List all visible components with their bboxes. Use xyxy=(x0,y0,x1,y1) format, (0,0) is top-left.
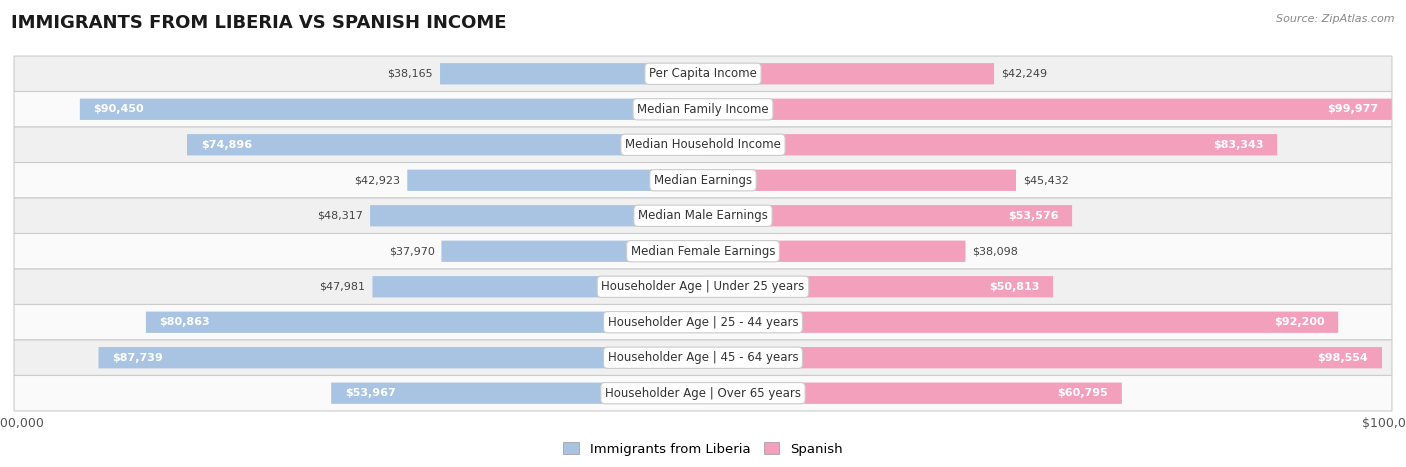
FancyBboxPatch shape xyxy=(14,234,1392,269)
FancyBboxPatch shape xyxy=(370,205,703,226)
Text: Householder Age | Over 65 years: Householder Age | Over 65 years xyxy=(605,387,801,400)
Text: $45,432: $45,432 xyxy=(1024,175,1069,185)
FancyBboxPatch shape xyxy=(703,205,1073,226)
Text: $80,863: $80,863 xyxy=(160,317,211,327)
Text: $37,970: $37,970 xyxy=(388,246,434,256)
Text: Median Household Income: Median Household Income xyxy=(626,138,780,151)
FancyBboxPatch shape xyxy=(703,99,1392,120)
FancyBboxPatch shape xyxy=(441,241,703,262)
Text: Median Earnings: Median Earnings xyxy=(654,174,752,187)
FancyBboxPatch shape xyxy=(703,170,1017,191)
Text: $42,249: $42,249 xyxy=(1001,69,1047,79)
FancyBboxPatch shape xyxy=(703,134,1277,156)
FancyBboxPatch shape xyxy=(14,304,1392,340)
Text: Median Male Earnings: Median Male Earnings xyxy=(638,209,768,222)
FancyBboxPatch shape xyxy=(408,170,703,191)
Text: $83,343: $83,343 xyxy=(1213,140,1264,150)
Text: $50,813: $50,813 xyxy=(988,282,1039,292)
Text: $90,450: $90,450 xyxy=(94,104,145,114)
FancyBboxPatch shape xyxy=(703,63,994,85)
Text: Source: ZipAtlas.com: Source: ZipAtlas.com xyxy=(1277,14,1395,24)
FancyBboxPatch shape xyxy=(332,382,703,404)
FancyBboxPatch shape xyxy=(14,92,1392,127)
FancyBboxPatch shape xyxy=(703,347,1382,368)
FancyBboxPatch shape xyxy=(703,241,966,262)
Text: $53,967: $53,967 xyxy=(344,388,395,398)
Text: Householder Age | 45 - 64 years: Householder Age | 45 - 64 years xyxy=(607,351,799,364)
FancyBboxPatch shape xyxy=(703,311,1339,333)
Text: $87,739: $87,739 xyxy=(112,353,163,363)
FancyBboxPatch shape xyxy=(80,99,703,120)
Text: Householder Age | 25 - 44 years: Householder Age | 25 - 44 years xyxy=(607,316,799,329)
Text: $99,977: $99,977 xyxy=(1327,104,1378,114)
Text: Median Female Earnings: Median Female Earnings xyxy=(631,245,775,258)
FancyBboxPatch shape xyxy=(703,276,1053,297)
FancyBboxPatch shape xyxy=(703,382,1122,404)
Legend: Immigrants from Liberia, Spanish: Immigrants from Liberia, Spanish xyxy=(558,437,848,461)
FancyBboxPatch shape xyxy=(14,198,1392,234)
Text: $38,165: $38,165 xyxy=(388,69,433,79)
Text: Median Family Income: Median Family Income xyxy=(637,103,769,116)
FancyBboxPatch shape xyxy=(373,276,703,297)
FancyBboxPatch shape xyxy=(14,340,1392,375)
Text: $38,098: $38,098 xyxy=(973,246,1018,256)
Text: $42,923: $42,923 xyxy=(354,175,401,185)
Text: $48,317: $48,317 xyxy=(318,211,363,221)
Text: $74,896: $74,896 xyxy=(201,140,252,150)
Text: $92,200: $92,200 xyxy=(1274,317,1324,327)
FancyBboxPatch shape xyxy=(14,127,1392,163)
FancyBboxPatch shape xyxy=(146,311,703,333)
Text: $47,981: $47,981 xyxy=(319,282,366,292)
FancyBboxPatch shape xyxy=(14,56,1392,92)
Text: Householder Age | Under 25 years: Householder Age | Under 25 years xyxy=(602,280,804,293)
Text: $53,576: $53,576 xyxy=(1008,211,1059,221)
FancyBboxPatch shape xyxy=(98,347,703,368)
Text: Per Capita Income: Per Capita Income xyxy=(650,67,756,80)
Text: $98,554: $98,554 xyxy=(1317,353,1368,363)
FancyBboxPatch shape xyxy=(14,269,1392,304)
Text: $60,795: $60,795 xyxy=(1057,388,1108,398)
Text: IMMIGRANTS FROM LIBERIA VS SPANISH INCOME: IMMIGRANTS FROM LIBERIA VS SPANISH INCOM… xyxy=(11,14,506,32)
FancyBboxPatch shape xyxy=(14,163,1392,198)
FancyBboxPatch shape xyxy=(14,375,1392,411)
FancyBboxPatch shape xyxy=(440,63,703,85)
FancyBboxPatch shape xyxy=(187,134,703,156)
